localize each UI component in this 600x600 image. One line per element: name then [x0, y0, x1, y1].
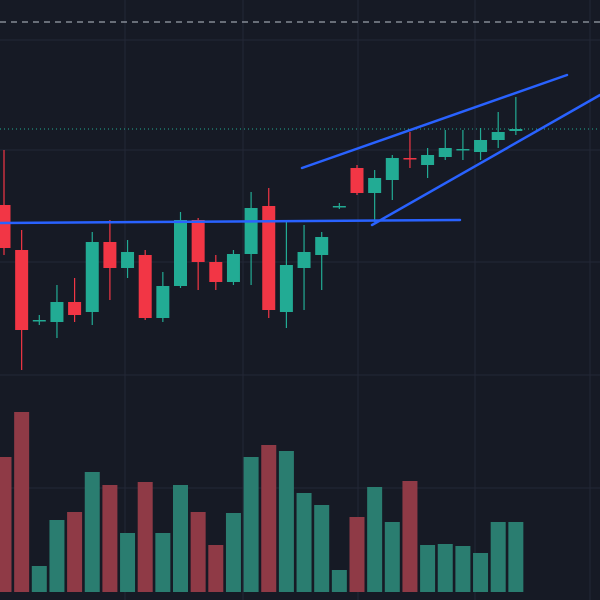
candle-body — [191, 220, 205, 262]
volume-bar — [84, 472, 100, 592]
volume-bar — [420, 545, 436, 592]
candle-body — [85, 242, 99, 312]
volume-bar — [14, 412, 30, 592]
candle-body — [456, 149, 470, 151]
candle-body — [474, 140, 488, 152]
volume-bar — [208, 545, 224, 592]
trend-line — [0, 218, 462, 225]
volume-bar — [243, 457, 259, 592]
volume-bar — [31, 566, 47, 592]
candle-body — [50, 302, 64, 322]
volume-bar — [349, 517, 365, 592]
volume-bar — [296, 493, 312, 592]
candle-body — [262, 206, 276, 310]
volume-layer — [0, 412, 524, 592]
volume-bar — [384, 522, 400, 592]
volume-bar — [155, 533, 171, 592]
candle-body — [350, 168, 364, 193]
volume-bar — [402, 481, 418, 592]
volume-bar — [261, 445, 277, 592]
candle-body — [509, 129, 523, 131]
candle-body — [32, 320, 46, 322]
volume-bar — [314, 505, 330, 592]
candle-body — [279, 265, 293, 312]
candle-body — [315, 237, 329, 255]
volume-bar — [331, 570, 347, 592]
candle-body — [297, 252, 311, 268]
candle-body — [368, 178, 382, 193]
candle-body — [15, 250, 29, 330]
volume-bar — [473, 553, 489, 592]
volume-bar — [120, 533, 136, 592]
candle-body — [491, 132, 505, 140]
drawings — [0, 73, 600, 227]
volume-bar — [49, 520, 65, 592]
candle-body — [209, 262, 223, 282]
volume-bar — [490, 522, 506, 592]
candle-body — [385, 158, 399, 180]
candle-body — [68, 302, 82, 315]
volume-bar — [102, 485, 118, 592]
candle-body — [0, 205, 11, 248]
volume-bar — [278, 451, 294, 592]
volume-bar — [455, 546, 471, 592]
volume-bar — [190, 512, 206, 592]
trend-line — [370, 93, 600, 227]
candle-body — [138, 255, 152, 318]
candle-body — [121, 252, 135, 268]
candle-body — [174, 220, 187, 286]
volume-bar — [173, 485, 188, 592]
volume-bar — [508, 522, 524, 592]
candle-body — [244, 208, 258, 254]
candle-body — [403, 158, 417, 160]
candle-layer — [0, 97, 523, 370]
candle-body — [438, 148, 452, 157]
candle-body — [103, 242, 117, 268]
volume-bar — [225, 513, 241, 592]
trend-line — [300, 73, 569, 170]
volume-bar — [0, 457, 12, 592]
candle-body — [421, 155, 435, 165]
volume-bar — [137, 482, 153, 592]
candle-body — [156, 286, 170, 318]
volume-bar — [67, 512, 83, 592]
candle-body — [332, 206, 346, 208]
volume-bar — [367, 487, 383, 592]
volume-bar — [437, 544, 453, 592]
candle-body — [226, 254, 240, 282]
